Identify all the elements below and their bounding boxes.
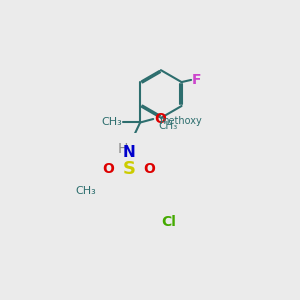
Text: O: O [102,162,114,176]
Text: O: O [144,162,155,176]
Text: CH₃: CH₃ [76,186,96,197]
Text: CH₃: CH₃ [158,121,178,131]
Text: CH₃: CH₃ [101,118,122,128]
Text: H: H [118,142,128,156]
Text: N: N [122,146,135,160]
Text: methoxy: methoxy [159,116,202,126]
Text: O: O [154,112,166,126]
Text: Cl: Cl [161,215,176,229]
Text: S: S [122,160,135,178]
Text: F: F [192,73,202,87]
